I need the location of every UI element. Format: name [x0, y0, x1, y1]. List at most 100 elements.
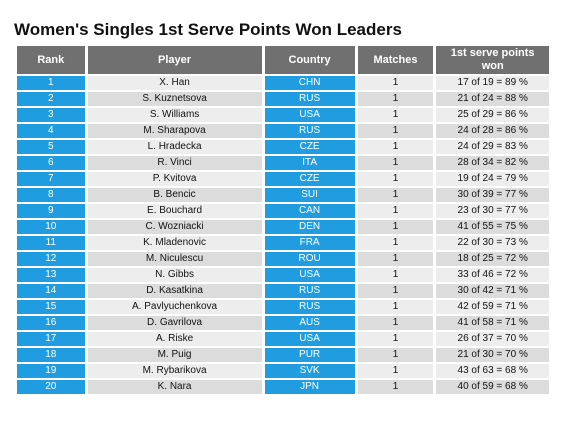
player-cell: E. Bouchard [87, 204, 262, 218]
matches-cell: 1 [357, 204, 434, 218]
first-serve-points-won-cell: 40 of 59 = 68 % [436, 380, 549, 394]
player-cell: K. Mladenovic [87, 236, 262, 250]
matches-cell: 1 [357, 92, 434, 106]
first-serve-points-won-cell: 24 of 29 = 83 % [436, 140, 549, 154]
column-header-player[interactable]: Player [87, 46, 262, 74]
first-serve-points-won-cell: 33 of 46 = 72 % [436, 268, 549, 282]
table-row: 19 M. Rybarikova SVK 1 43 of 63 = 68 % [17, 364, 549, 378]
player-cell: M. Rybarikova [87, 364, 262, 378]
table-row: 11 K. Mladenovic FRA 1 22 of 30 = 73 % [17, 236, 549, 250]
table-row: 17 A. Riske USA 1 26 of 37 = 70 % [17, 332, 549, 346]
rank-cell: 15 [17, 300, 85, 314]
first-serve-points-won-cell: 18 of 25 = 72 % [436, 252, 549, 266]
matches-cell: 1 [357, 172, 434, 186]
player-cell: M. Puig [87, 348, 262, 362]
rank-cell: 7 [17, 172, 85, 186]
player-cell: K. Nara [87, 380, 262, 394]
country-cell: PUR [264, 348, 355, 362]
matches-cell: 1 [357, 188, 434, 202]
table-row: 20 K. Nara JPN 1 40 of 59 = 68 % [17, 380, 549, 394]
matches-cell: 1 [357, 124, 434, 138]
first-serve-points-won-cell: 23 of 30 = 77 % [436, 204, 549, 218]
country-cell: CAN [264, 204, 355, 218]
matches-cell: 1 [357, 284, 434, 298]
player-cell: B. Bencic [87, 188, 262, 202]
rank-cell: 5 [17, 140, 85, 154]
table-row: 1 X. Han CHN 1 17 of 19 = 89 % [17, 76, 549, 90]
rank-cell: 17 [17, 332, 85, 346]
country-cell: ROU [264, 252, 355, 266]
player-cell: A. Pavlyuchenkova [87, 300, 262, 314]
country-cell: RUS [264, 300, 355, 314]
first-serve-points-won-cell: 22 of 30 = 73 % [436, 236, 549, 250]
table-header-row: Rank Player Country Matches 1st serve po… [17, 46, 549, 74]
player-cell: D. Kasatkina [87, 284, 262, 298]
matches-cell: 1 [357, 76, 434, 90]
table-row: 14 D. Kasatkina RUS 1 30 of 42 = 71 % [17, 284, 549, 298]
player-cell: X. Han [87, 76, 262, 90]
country-cell: RUS [264, 284, 355, 298]
rank-cell: 12 [17, 252, 85, 266]
rank-cell: 8 [17, 188, 85, 202]
player-cell: M. Niculescu [87, 252, 262, 266]
rank-cell: 19 [17, 364, 85, 378]
table-row: 5 L. Hradecka CZE 1 24 of 29 = 83 % [17, 140, 549, 154]
table-row: 12 M. Niculescu ROU 1 18 of 25 = 72 % [17, 252, 549, 266]
table-row: 7 P. Kvitova CZE 1 19 of 24 = 79 % [17, 172, 549, 186]
rank-cell: 13 [17, 268, 85, 282]
first-serve-points-won-cell: 25 of 29 = 86 % [436, 108, 549, 122]
rank-cell: 18 [17, 348, 85, 362]
column-header-matches[interactable]: Matches [357, 46, 434, 74]
player-cell: N. Gibbs [87, 268, 262, 282]
matches-cell: 1 [357, 252, 434, 266]
rank-cell: 9 [17, 204, 85, 218]
table-row: 2 S. Kuznetsova RUS 1 21 of 24 = 88 % [17, 92, 549, 106]
player-cell: S. Williams [87, 108, 262, 122]
player-cell: D. Gavrilova [87, 316, 262, 330]
country-cell: USA [264, 108, 355, 122]
table-row: 13 N. Gibbs USA 1 33 of 46 = 72 % [17, 268, 549, 282]
matches-cell: 1 [357, 364, 434, 378]
first-serve-points-won-cell: 21 of 24 = 88 % [436, 92, 549, 106]
matches-cell: 1 [357, 268, 434, 282]
country-cell: RUS [264, 92, 355, 106]
country-cell: FRA [264, 236, 355, 250]
leaders-table: Rank Player Country Matches 1st serve po… [14, 44, 552, 396]
table-row: 18 M. Puig PUR 1 21 of 30 = 70 % [17, 348, 549, 362]
country-cell: SVK [264, 364, 355, 378]
column-header-country[interactable]: Country [264, 46, 355, 74]
player-cell: M. Sharapova [87, 124, 262, 138]
column-header-first-serve-points-won[interactable]: 1st serve points won [436, 46, 549, 74]
first-serve-points-won-cell: 28 of 34 = 82 % [436, 156, 549, 170]
player-cell: S. Kuznetsova [87, 92, 262, 106]
first-serve-points-won-cell: 42 of 59 = 71 % [436, 300, 549, 314]
rank-cell: 3 [17, 108, 85, 122]
column-header-rank[interactable]: Rank [17, 46, 85, 74]
country-cell: JPN [264, 380, 355, 394]
first-serve-points-won-cell: 21 of 30 = 70 % [436, 348, 549, 362]
rank-cell: 16 [17, 316, 85, 330]
table-row: 15 A. Pavlyuchenkova RUS 1 42 of 59 = 71 % [17, 300, 549, 314]
rank-cell: 10 [17, 220, 85, 234]
first-serve-points-won-cell: 30 of 39 = 77 % [436, 188, 549, 202]
first-serve-points-won-cell: 41 of 55 = 75 % [436, 220, 549, 234]
rank-cell: 4 [17, 124, 85, 138]
country-cell: USA [264, 268, 355, 282]
matches-cell: 1 [357, 332, 434, 346]
country-cell: ITA [264, 156, 355, 170]
matches-cell: 1 [357, 108, 434, 122]
rank-cell: 6 [17, 156, 85, 170]
matches-cell: 1 [357, 380, 434, 394]
first-serve-points-won-cell: 17 of 19 = 89 % [436, 76, 549, 90]
player-cell: C. Wozniacki [87, 220, 262, 234]
country-cell: CZE [264, 140, 355, 154]
table-row: 9 E. Bouchard CAN 1 23 of 30 = 77 % [17, 204, 549, 218]
matches-cell: 1 [357, 236, 434, 250]
table-row: 16 D. Gavrilova AUS 1 41 of 58 = 71 % [17, 316, 549, 330]
player-cell: L. Hradecka [87, 140, 262, 154]
first-serve-points-won-cell: 26 of 37 = 70 % [436, 332, 549, 346]
matches-cell: 1 [357, 156, 434, 170]
rank-cell: 1 [17, 76, 85, 90]
player-cell: P. Kvitova [87, 172, 262, 186]
